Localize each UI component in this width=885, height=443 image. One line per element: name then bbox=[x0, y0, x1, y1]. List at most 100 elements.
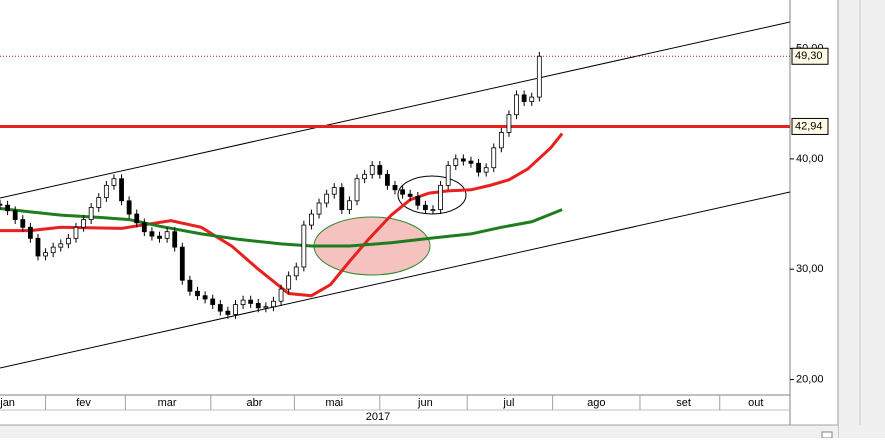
candle-body bbox=[415, 195, 421, 206]
candle-body bbox=[58, 243, 64, 248]
candle-body bbox=[96, 197, 102, 208]
x-tick-label: fev bbox=[76, 397, 91, 409]
x-tick-label: ago bbox=[587, 397, 605, 409]
candle-body bbox=[460, 158, 466, 162]
candle-body bbox=[35, 237, 41, 257]
bottom-strip bbox=[0, 425, 838, 438]
candle-body bbox=[293, 266, 299, 277]
candle-body bbox=[187, 279, 193, 292]
candle-body bbox=[385, 173, 390, 186]
candle-body bbox=[255, 303, 261, 309]
candle-body bbox=[195, 290, 200, 297]
candle-body bbox=[149, 231, 155, 237]
y-tick-label: 30,00 bbox=[796, 263, 824, 275]
candle-body bbox=[331, 187, 337, 195]
candle-body bbox=[521, 94, 527, 102]
candle-body bbox=[240, 299, 246, 305]
candle-body bbox=[445, 165, 451, 186]
pattern-ellipse bbox=[397, 175, 467, 215]
candle-body bbox=[278, 288, 284, 302]
candle-body bbox=[12, 210, 18, 220]
candle-body bbox=[286, 275, 292, 290]
candle-body bbox=[362, 173, 368, 180]
candle-body bbox=[369, 165, 375, 175]
candle-body bbox=[536, 55, 542, 98]
candle-body bbox=[354, 178, 360, 202]
candle-body bbox=[339, 187, 345, 211]
candle-body bbox=[225, 310, 231, 315]
candle-body bbox=[172, 231, 178, 248]
x-tick-label: jun bbox=[417, 397, 433, 409]
x-tick-label: mai bbox=[325, 397, 343, 409]
candle-body bbox=[491, 147, 497, 169]
corner-icon bbox=[821, 431, 833, 439]
price-tag-label: 49,30 bbox=[795, 50, 823, 62]
candle-body bbox=[50, 246, 56, 254]
price-tag-label: 42,94 bbox=[795, 120, 823, 132]
price-tag bbox=[791, 117, 829, 135]
candle-body bbox=[392, 184, 398, 191]
candle-body bbox=[514, 94, 519, 116]
x-tick-label: jan bbox=[0, 397, 15, 409]
candle-body bbox=[233, 304, 238, 315]
candle-body bbox=[179, 246, 185, 281]
x-tick-label: out bbox=[748, 397, 763, 409]
candle-body bbox=[202, 295, 208, 300]
candle-body bbox=[141, 222, 147, 233]
x-tick-label: jul bbox=[502, 397, 514, 409]
candle-body bbox=[20, 219, 26, 228]
candle-body bbox=[248, 299, 254, 304]
candle-body bbox=[324, 193, 330, 204]
candle-body bbox=[111, 178, 117, 186]
candle-body bbox=[430, 209, 436, 212]
candle-body bbox=[126, 200, 132, 215]
candle-body bbox=[468, 160, 474, 164]
candle-body bbox=[301, 224, 307, 268]
candle-body bbox=[43, 252, 48, 257]
candle-body bbox=[377, 165, 383, 175]
x-tick-label: abr bbox=[247, 397, 263, 409]
candle-body bbox=[453, 158, 459, 166]
year-label: 2017 bbox=[366, 411, 390, 423]
candle-body bbox=[422, 204, 428, 211]
candle-body bbox=[506, 114, 512, 133]
moving-average bbox=[0, 207, 563, 248]
x-tick-label: set bbox=[676, 397, 691, 409]
candle-body bbox=[103, 184, 109, 198]
candle-body bbox=[119, 178, 124, 202]
candle-body bbox=[407, 193, 413, 197]
candle-body bbox=[157, 235, 162, 239]
candle-body bbox=[271, 300, 276, 308]
candle-body bbox=[498, 132, 504, 149]
candle-body bbox=[316, 202, 322, 215]
candle-body bbox=[134, 213, 140, 224]
candle-body bbox=[0, 203, 3, 206]
y-tick-label: 20,00 bbox=[796, 373, 824, 385]
candle-body bbox=[347, 200, 352, 211]
channel-lower bbox=[0, 191, 791, 369]
candle-body bbox=[5, 204, 10, 212]
candle-body bbox=[27, 226, 33, 239]
plot-layer bbox=[0, 51, 790, 319]
candle-body bbox=[263, 306, 269, 309]
y-tick-label: 40,00 bbox=[796, 153, 824, 165]
candle-body bbox=[210, 298, 216, 305]
candle-body bbox=[88, 207, 94, 220]
candle-body bbox=[73, 226, 79, 239]
side-panel bbox=[838, 0, 885, 438]
channel-upper bbox=[0, 21, 791, 199]
candle-body bbox=[309, 213, 314, 226]
candle-body bbox=[483, 167, 489, 173]
candle-body bbox=[164, 231, 170, 239]
price-tag bbox=[791, 47, 829, 65]
candle-body bbox=[476, 162, 481, 173]
candle-body bbox=[217, 304, 223, 312]
candle-body bbox=[81, 219, 86, 228]
candle-body bbox=[438, 184, 443, 211]
moving-average bbox=[0, 132, 564, 298]
candle-body bbox=[529, 96, 535, 102]
candle-body bbox=[65, 237, 71, 245]
x-tick-label: mar bbox=[158, 397, 177, 409]
